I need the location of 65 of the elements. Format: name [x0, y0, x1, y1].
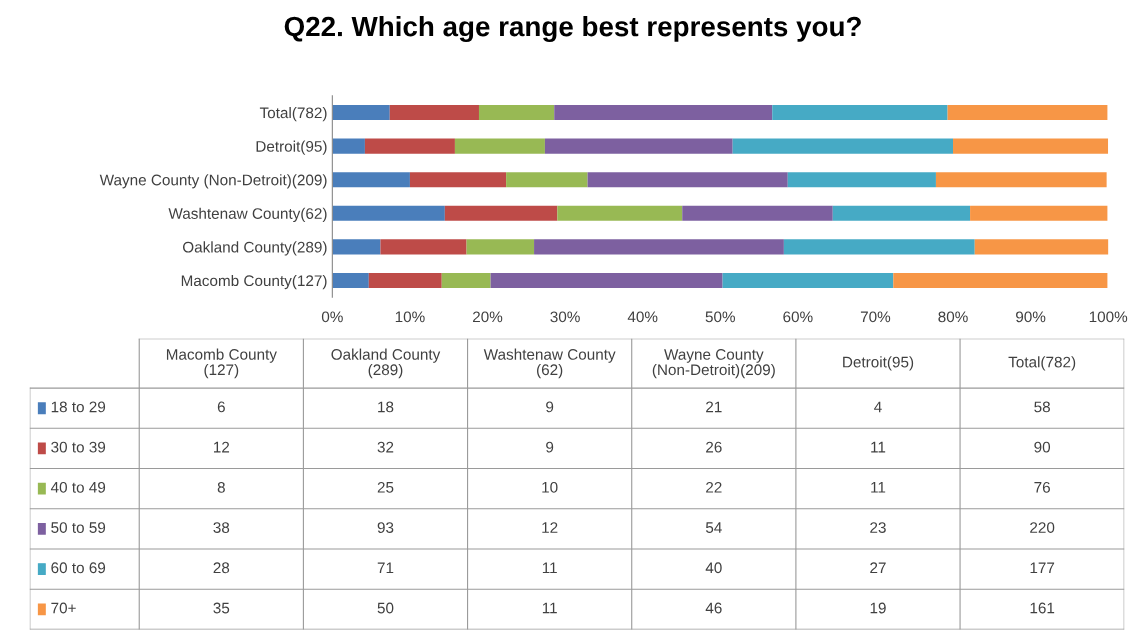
x-tick-label: 60% [783, 311, 813, 323]
text: 19 [870, 602, 886, 614]
chart-title: Q22. Which age range best represents you? [284, 15, 861, 42]
text: 22 [706, 481, 722, 493]
text: 58 [1034, 401, 1050, 413]
text: 12 [542, 522, 558, 533]
text: 11 [871, 482, 886, 493]
category-label: Wayne County (Non-Detroit)(209) [652, 348, 775, 379]
y-tick-label: Total(782) [259, 107, 327, 122]
legend-label: 18 to 29 [51, 401, 106, 413]
text: 177 [1030, 562, 1055, 574]
text: 71 [377, 562, 394, 574]
text: 40 [705, 562, 722, 574]
x-tick-label: 20% [472, 311, 503, 323]
text: 76 [1034, 481, 1050, 493]
text: 4 [874, 401, 882, 413]
text: 35 [213, 602, 230, 614]
category-label: Total(782) [1008, 356, 1076, 371]
text: 161 [1030, 602, 1055, 614]
x-tick-label: 0% [321, 311, 343, 323]
x-tick-label: 40% [627, 311, 658, 323]
text: 26 [706, 441, 722, 453]
text: 21 [706, 401, 722, 413]
text: 23 [870, 522, 886, 533]
y-tick-label: Wayne County (Non-Detroit)(209) [99, 174, 327, 189]
text: 8 [217, 481, 225, 493]
y-tick-label: Washtenaw County(62) [168, 207, 327, 222]
text: 25 [377, 481, 394, 493]
text: 93 [377, 522, 394, 533]
x-tick-label: 100% [1089, 311, 1128, 323]
x-tick-label: 50% [705, 311, 736, 323]
legend-label: 60 to 69 [51, 562, 106, 574]
text: 11 [542, 562, 557, 574]
text: 46 [705, 602, 722, 614]
text: 6 [217, 401, 225, 413]
y-tick-label: Oakland County(289) [182, 241, 327, 256]
legend-label: 50 to 59 [51, 522, 106, 533]
x-tick-label: 90% [1016, 311, 1046, 323]
text: 38 [213, 522, 230, 533]
text: 50 [377, 602, 394, 614]
text: 10 [542, 481, 558, 493]
text: 220 [1030, 522, 1055, 533]
legend-label: 70+ [51, 602, 76, 614]
y-tick-label: Macomb County(127) [181, 274, 327, 290]
text: 11 [542, 602, 557, 614]
text: 11 [871, 441, 886, 453]
text: 9 [546, 441, 554, 453]
y-tick-label: Detroit(95) [256, 140, 327, 155]
text: 32 [377, 441, 394, 453]
x-tick-label: 80% [938, 311, 968, 323]
text: 28 [213, 562, 230, 574]
legend-label: 40 to 49 [50, 481, 106, 493]
legend-label: 30 to 39 [51, 441, 106, 453]
x-tick-label: 10% [395, 311, 425, 323]
text: 54 [705, 522, 722, 533]
x-tick-label: 70% [860, 311, 891, 323]
text: 12 [213, 441, 230, 453]
category-label: Detroit(95) [843, 356, 914, 371]
text: 27 [870, 562, 886, 574]
text: 18 [378, 401, 394, 413]
text: 9 [546, 401, 554, 413]
category-label: Washtenaw County(62) [483, 348, 616, 379]
x-tick-label: 30% [550, 311, 580, 323]
text: 90 [1034, 441, 1051, 453]
category-label: Oakland County(289) [331, 348, 441, 379]
